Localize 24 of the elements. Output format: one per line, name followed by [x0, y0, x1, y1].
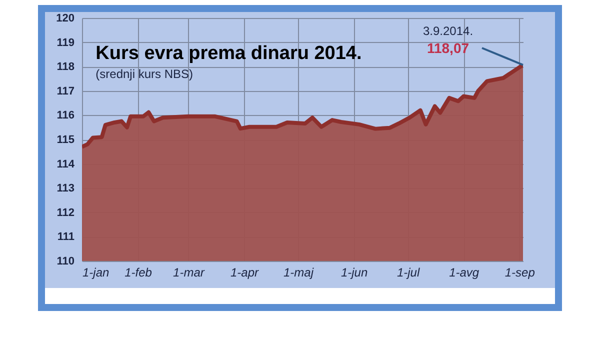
x-tick-label: 1-sep — [504, 266, 536, 280]
y-tick-label: 114 — [56, 158, 76, 170]
text: (srednji kurs NBS) — [96, 67, 194, 81]
y-tick-label: 117 — [56, 85, 74, 98]
x-tick-label: 1-avg — [449, 266, 480, 280]
x-tick-label: 1-maj — [283, 266, 314, 280]
y-tick-label: 116 — [56, 110, 74, 122]
y-tick-label: 111 — [57, 231, 74, 244]
x-tick-label: 1-mar — [173, 266, 206, 280]
x-tick-label: 1-jul — [396, 266, 420, 280]
x-tick-label: 1-apr — [230, 266, 260, 280]
x-tick-label: 1-jan — [82, 266, 110, 280]
y-tick-label: 113 — [56, 182, 74, 195]
text: Kurs evra prema dinaru 2014. — [96, 43, 362, 64]
y-tick-label: 115 — [56, 134, 74, 146]
x-tick-label: 1-feb — [124, 266, 152, 280]
y-tick-label: 120 — [56, 12, 74, 24]
annotation: 118,07 — [426, 40, 470, 56]
x-tick-label: 1-jun — [340, 266, 368, 280]
y-tick-label: 119 — [56, 36, 74, 49]
y-tick-label: 110 — [56, 256, 74, 268]
y-tick-label: 112 — [56, 206, 74, 219]
y-tick-label: 118 — [56, 61, 74, 74]
annotation: 3.9.2014. — [422, 24, 474, 38]
